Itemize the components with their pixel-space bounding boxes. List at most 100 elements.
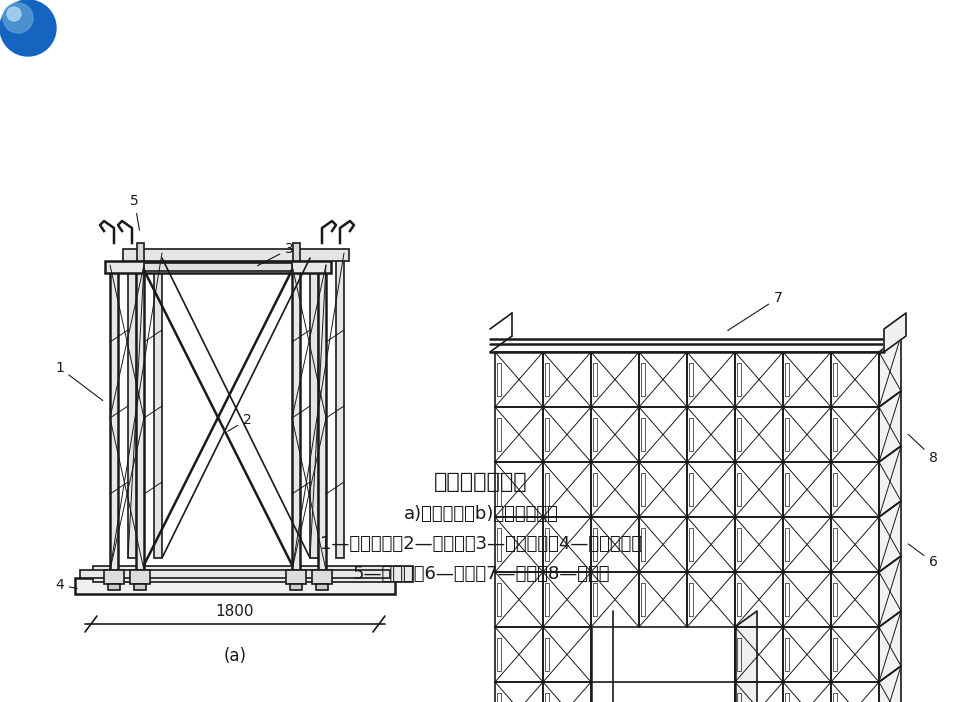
Bar: [592, 363, 597, 396]
Bar: [545, 528, 549, 561]
Circle shape: [3, 3, 33, 33]
Bar: [782, 517, 830, 572]
Bar: [640, 418, 644, 451]
Bar: [545, 583, 549, 616]
Bar: [736, 473, 740, 506]
Text: 1800: 1800: [215, 604, 254, 619]
Bar: [590, 517, 638, 572]
Bar: [545, 473, 549, 506]
Bar: [686, 407, 734, 462]
Bar: [784, 528, 788, 561]
Bar: [734, 572, 782, 627]
Bar: [542, 627, 590, 682]
Bar: [734, 462, 782, 517]
Bar: [542, 572, 590, 627]
Text: 8: 8: [907, 434, 937, 465]
Bar: [686, 462, 734, 517]
Bar: [830, 682, 878, 702]
Bar: [736, 583, 740, 616]
Bar: [108, 584, 120, 590]
Bar: [736, 638, 740, 671]
Bar: [285, 570, 306, 584]
Bar: [832, 363, 836, 396]
Bar: [542, 352, 590, 407]
Bar: [335, 253, 344, 558]
Bar: [784, 693, 788, 702]
Text: 7: 7: [727, 291, 781, 331]
Bar: [495, 462, 542, 517]
Bar: [688, 418, 692, 451]
Bar: [686, 352, 734, 407]
Polygon shape: [878, 556, 900, 627]
Bar: [590, 572, 638, 627]
Bar: [136, 243, 144, 261]
Polygon shape: [878, 611, 900, 682]
Text: 门式钢管脚手架: 门式钢管脚手架: [433, 472, 528, 492]
Bar: [782, 572, 830, 627]
Text: 1—门式框架；2—剪刀撑；3—水平梁架；4—螺旋基脚；: 1—门式框架；2—剪刀撑；3—水平梁架；4—螺旋基脚；: [320, 535, 641, 553]
Bar: [734, 407, 782, 462]
Bar: [497, 583, 501, 616]
Bar: [782, 682, 830, 702]
Text: 3: 3: [258, 242, 293, 266]
Bar: [93, 566, 412, 582]
Bar: [640, 363, 644, 396]
Bar: [293, 243, 300, 261]
Bar: [784, 363, 788, 396]
Polygon shape: [878, 391, 900, 462]
Text: (a): (a): [223, 647, 246, 665]
Bar: [734, 627, 782, 682]
Bar: [144, 263, 292, 271]
Bar: [640, 473, 644, 506]
Bar: [736, 418, 740, 451]
Text: 2: 2: [228, 413, 251, 431]
Bar: [497, 693, 501, 702]
Bar: [542, 407, 590, 462]
Bar: [688, 528, 692, 561]
Bar: [123, 249, 349, 261]
Bar: [832, 528, 836, 561]
Bar: [318, 265, 326, 570]
Bar: [782, 627, 830, 682]
Bar: [830, 407, 878, 462]
Bar: [782, 462, 830, 517]
Bar: [495, 407, 542, 462]
Bar: [292, 265, 300, 570]
Bar: [686, 572, 734, 627]
Bar: [784, 583, 788, 616]
Bar: [784, 473, 788, 506]
Bar: [782, 407, 830, 462]
Bar: [736, 528, 740, 561]
Bar: [590, 352, 638, 407]
Text: a)基本单元；b)门式外脚手架: a)基本单元；b)门式外脚手架: [404, 505, 557, 523]
Bar: [542, 682, 590, 702]
Bar: [542, 462, 590, 517]
Polygon shape: [883, 313, 905, 352]
Bar: [640, 583, 644, 616]
Bar: [830, 517, 878, 572]
Bar: [830, 572, 878, 627]
Bar: [130, 570, 150, 584]
Text: 6: 6: [907, 544, 937, 569]
Bar: [497, 528, 501, 561]
Bar: [832, 583, 836, 616]
Bar: [154, 253, 161, 558]
Polygon shape: [878, 446, 900, 517]
Bar: [136, 265, 144, 570]
Bar: [497, 418, 501, 451]
Bar: [545, 693, 549, 702]
Bar: [592, 473, 597, 506]
Bar: [832, 638, 836, 671]
Bar: [495, 682, 542, 702]
Bar: [736, 363, 740, 396]
Bar: [782, 352, 830, 407]
Bar: [638, 407, 686, 462]
Text: 5: 5: [130, 194, 139, 230]
Bar: [832, 473, 836, 506]
Bar: [830, 462, 878, 517]
Polygon shape: [734, 611, 756, 702]
Bar: [545, 363, 549, 396]
Bar: [686, 517, 734, 572]
Bar: [592, 528, 597, 561]
Bar: [80, 570, 389, 578]
